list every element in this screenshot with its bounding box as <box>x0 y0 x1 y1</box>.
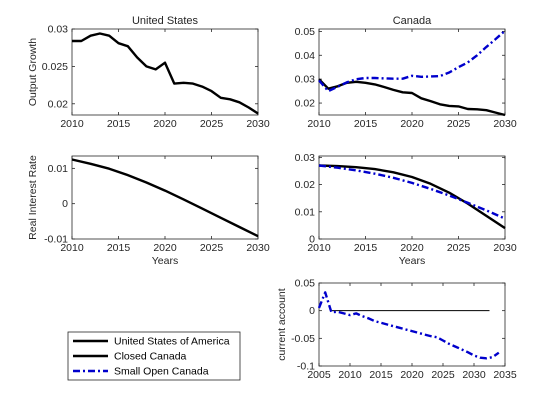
subplot-3 <box>71 155 259 240</box>
x-tick-label: 2020 <box>153 118 177 130</box>
series-line-closed <box>318 164 506 230</box>
x-tick-label: 2020 <box>400 118 424 130</box>
series-line-open <box>318 29 506 93</box>
y-tick-label: 0.025 <box>42 61 68 73</box>
x-tick-label: 2015 <box>107 118 131 130</box>
x-tick-label: 2010 <box>60 118 84 130</box>
y-tick-label: 0.01 <box>295 206 316 218</box>
y-axis-label: current account <box>276 288 288 360</box>
x-tick-label: 2010 <box>60 242 84 254</box>
x-tick-label: 2015 <box>107 242 131 254</box>
x-tick-label: 2010 <box>307 242 331 254</box>
legend: United States of America Closed Canada Sma… <box>67 331 241 381</box>
y-tick-label: 0 <box>309 305 315 317</box>
x-tick-label: 2030 <box>246 242 270 254</box>
y-tick-label: -0.1 <box>297 361 315 373</box>
x-tick-label: 2020 <box>400 242 424 254</box>
subplot-4 <box>318 155 506 240</box>
y-tick-label: 0.01 <box>48 163 69 175</box>
series-line-usa <box>71 158 259 238</box>
subplot-5 <box>317 282 506 367</box>
series-line-open <box>318 164 506 220</box>
x-tick-label: 2010 <box>338 369 362 381</box>
x-tick-label: 2015 <box>354 118 378 130</box>
x-tick-label: 2015 <box>369 369 393 381</box>
x-tick-label: 2030 <box>462 369 486 381</box>
y-axis-label: Output Growth <box>27 38 39 106</box>
x-tick-label: 2025 <box>200 118 224 130</box>
series-line-closed <box>318 78 506 117</box>
y-tick-label: 0.02 <box>295 98 316 110</box>
y-axis-label: Real Interest Rate <box>27 155 39 240</box>
y-tick-label: 0.05 <box>295 26 316 38</box>
series-line-usa <box>72 32 259 115</box>
x-tick-label: 2025 <box>431 369 455 381</box>
x-tick-label: 2020 <box>400 369 424 381</box>
y-tick-label: 0.02 <box>48 98 69 110</box>
y-tick-label: 0.03 <box>295 74 316 86</box>
legend-label-usa: United States of America <box>114 336 230 348</box>
subplot-1 <box>71 28 259 116</box>
x-tick-label: 2025 <box>447 242 471 254</box>
legend-label-open: Small Open Canada <box>114 366 209 378</box>
x-tick-label: 2030 <box>246 118 270 130</box>
x-tick-label: 2030 <box>493 118 517 130</box>
x-tick-label: 2030 <box>493 242 517 254</box>
y-tick-label: -0.01 <box>44 234 68 246</box>
subplot-title: United States <box>132 15 199 27</box>
x-axis-label: Years <box>399 255 425 267</box>
series-line-open <box>317 291 500 360</box>
x-tick-label: 2010 <box>307 118 331 130</box>
x-tick-label: 2005 <box>307 369 331 381</box>
x-tick-label: 2035 <box>493 369 517 381</box>
y-tick-label: 0.03 <box>48 24 69 36</box>
y-tick-label: 0.03 <box>295 152 316 164</box>
y-tick-label: 0.02 <box>295 179 316 191</box>
x-tick-label: 2025 <box>447 118 471 130</box>
y-tick-label: 0.04 <box>295 50 316 62</box>
subplot-title: Canada <box>393 15 432 27</box>
y-tick-label: 0.05 <box>295 278 316 290</box>
x-axis-label: Years <box>152 255 178 267</box>
x-tick-label: 2020 <box>153 242 177 254</box>
y-tick-label: -0.05 <box>291 333 315 345</box>
x-tick-label: 2015 <box>354 242 378 254</box>
legend-label-closed: Closed Canada <box>114 351 187 363</box>
subplot-2 <box>318 28 506 117</box>
y-tick-label: 0 <box>309 234 315 246</box>
x-tick-label: 2025 <box>200 242 224 254</box>
y-tick-label: 0 <box>62 198 68 210</box>
